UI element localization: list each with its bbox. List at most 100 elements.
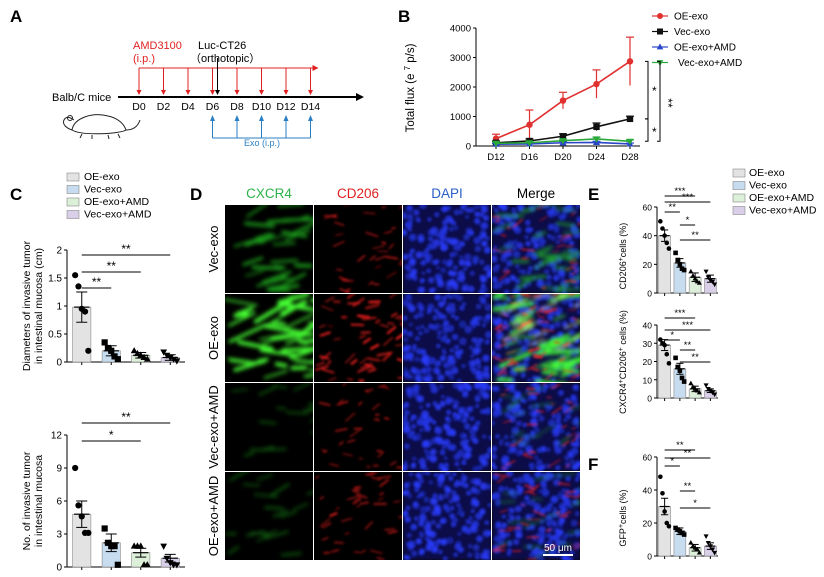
- micro-fiber: [549, 251, 579, 264]
- micro-nucleus: [408, 257, 416, 265]
- micro-merge-fiber: [547, 294, 557, 298]
- micro-nucleus: [448, 476, 453, 481]
- micro-nucleus: [414, 375, 420, 381]
- micro-nucleus: [470, 360, 476, 366]
- micro-merge-fiber: [499, 306, 516, 316]
- micro-nucleus: [459, 337, 467, 346]
- micro-red-dot: [494, 323, 503, 331]
- micro-nucleus: [552, 429, 556, 433]
- micro-fiber: [574, 333, 580, 338]
- micro-red-dot: [378, 497, 384, 501]
- micro-nucleus: [510, 508, 515, 513]
- bar-y-tick-label: 1: [56, 302, 62, 313]
- micro-fiber: [271, 284, 300, 292]
- micro-nucleus: [407, 267, 412, 272]
- micro-nucleus: [546, 522, 551, 526]
- micro-nucleus: [456, 503, 461, 508]
- micro-nucleus: [497, 205, 505, 209]
- micro-nucleus: [548, 315, 553, 321]
- micro-nucleus: [577, 309, 580, 315]
- micro-cell-content: [403, 472, 491, 560]
- micro-nucleus: [445, 416, 450, 421]
- micro-fiber: [571, 502, 580, 507]
- micro-nucleus: [479, 510, 484, 516]
- micro-nucleus: [495, 218, 503, 226]
- micro-red-dot: [541, 329, 555, 332]
- micro-merge-fiber: [555, 342, 573, 351]
- b-x-tick-label: D20: [554, 152, 571, 163]
- micro-nucleus: [549, 383, 557, 389]
- micro-red-dot: [358, 334, 366, 339]
- micro-nucleus: [407, 481, 411, 486]
- day-tick-label: D2: [157, 101, 171, 113]
- bar-data-point: [703, 383, 709, 388]
- micro-nucleus: [475, 303, 482, 310]
- micro-nucleus: [448, 295, 453, 299]
- b-x-tick-label: D12: [487, 152, 504, 163]
- micro-fiber: [495, 213, 524, 218]
- micro-nucleus: [574, 402, 579, 407]
- micro-nucleus: [561, 488, 566, 493]
- bar-data-point: [703, 534, 709, 539]
- micro-fiber: [492, 222, 513, 232]
- micro-nucleus: [521, 361, 529, 368]
- micro-nucleus: [534, 472, 542, 478]
- micro-red-dot: [399, 260, 402, 263]
- micro-nucleus: [527, 526, 531, 530]
- micro-fiber: [256, 529, 277, 542]
- e1-ylabel: CD206+cells (%): [618, 223, 628, 290]
- micro-fiber: [276, 270, 292, 282]
- micro-nucleus: [546, 274, 552, 280]
- micro-red-dot: [512, 218, 524, 228]
- bar-data-point: [137, 351, 145, 358]
- micro-nucleus: [519, 450, 524, 455]
- micro-cell-bg: [314, 383, 402, 471]
- micro-nucleus: [461, 525, 469, 533]
- micro-nucleus: [536, 447, 543, 453]
- micro-fiber: [534, 475, 550, 481]
- micro-nucleus: [418, 415, 423, 420]
- micro-nucleus: [448, 270, 454, 276]
- micro-nucleus: [426, 310, 431, 315]
- micro-nucleus: [460, 513, 464, 517]
- bar-y-tick-label: 60: [643, 203, 653, 213]
- micro-nucleus: [406, 387, 413, 394]
- micro-red-dot: [396, 358, 402, 362]
- micro-column-header-merge: Merge: [517, 186, 555, 201]
- micro-column-header-dapi: DAPI: [431, 186, 463, 201]
- micro-merge-fiber: [511, 298, 529, 307]
- micro-nucleus: [436, 344, 441, 348]
- micro-red-signal: [315, 294, 402, 382]
- bar-data-point: [681, 379, 687, 384]
- micro-nucleus: [408, 227, 412, 232]
- micro-nucleus: [492, 255, 498, 263]
- micro-row-label: Vec-exo+AMD: [206, 385, 221, 468]
- micro-red-signal: [323, 205, 402, 293]
- micro-nucleus: [481, 240, 488, 247]
- bar-data-point: [712, 282, 718, 288]
- micro-fiber: [264, 324, 301, 335]
- micro-nucleus: [426, 268, 431, 273]
- bar-sig-label: **: [121, 410, 131, 424]
- micro-nucleus: [449, 505, 455, 511]
- micro-nucleus: [453, 209, 460, 215]
- micro-nucleus: [434, 294, 441, 301]
- micro-nucleus: [441, 348, 446, 352]
- micro-nucleus: [551, 206, 556, 211]
- micro-nucleus: [449, 252, 455, 258]
- micro-nucleus: [434, 473, 438, 477]
- micro-merge-overlap: [499, 294, 580, 351]
- micro-fiber: [540, 286, 573, 291]
- micro-fiber: [501, 402, 519, 414]
- micro-nucleus: [539, 508, 546, 515]
- micro-nucleus: [403, 315, 408, 321]
- micro-fiber: [515, 278, 533, 290]
- micro-nucleus: [460, 439, 468, 447]
- micro-red-dot: [384, 528, 396, 531]
- micro-red-dot: [335, 268, 343, 272]
- micro-red-dot: [354, 486, 361, 489]
- micro-cell: [225, 472, 313, 560]
- bar-y-tick-label: 0: [647, 552, 652, 562]
- micro-nucleus: [485, 264, 491, 272]
- micro-fiber: [496, 377, 514, 382]
